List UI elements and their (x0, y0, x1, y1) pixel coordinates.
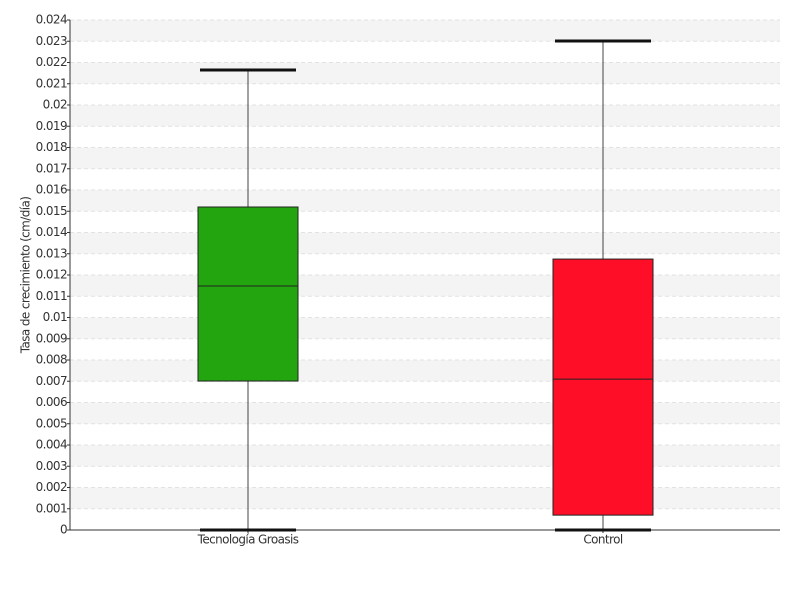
y-tick-label: 0.006 (36, 395, 67, 409)
y-tick-label: 0.017 (36, 161, 67, 175)
y-tick-label: 0.02 (43, 98, 67, 112)
x-tick-label: Control (583, 533, 622, 547)
y-tick-label: 0 (60, 523, 67, 537)
y-tick-label: 0.022 (36, 55, 67, 69)
y-tick-label: 0.004 (36, 438, 67, 452)
y-axis-label: Tasa de crecimiento (cm/día) (19, 197, 33, 355)
y-tick-label: 0.005 (36, 416, 67, 430)
y-tick-label: 0.007 (36, 374, 67, 388)
y-tick-label: 0.021 (36, 76, 67, 90)
grid-band (70, 190, 780, 212)
grid-band (70, 20, 780, 42)
y-tick-label: 0.001 (36, 501, 67, 515)
y-tick-label: 0.016 (36, 183, 67, 197)
grid-band (70, 62, 780, 84)
y-tick-label: 0.013 (36, 246, 67, 260)
y-tick-label: 0.014 (36, 225, 67, 239)
y-tick-label: 0.002 (36, 480, 67, 494)
y-tick-label: 0.019 (36, 119, 67, 133)
x-tick-label: Tecnología Groasis (197, 533, 299, 547)
y-tick-label: 0.023 (36, 34, 67, 48)
grid-band (70, 105, 780, 127)
y-tick-label: 0.003 (36, 459, 67, 473)
y-tick-label: 0.012 (36, 268, 67, 282)
box (552, 258, 654, 516)
y-tick-label: 0.011 (36, 289, 67, 303)
grid-band (70, 317, 780, 339)
grid-band (70, 232, 780, 254)
box (197, 206, 299, 382)
y-tick-label: 0.024 (36, 13, 67, 27)
grid-band (70, 147, 780, 169)
grid-band (70, 275, 780, 297)
y-tick-label: 0.018 (36, 140, 67, 154)
y-tick-label: 0.009 (36, 331, 67, 345)
grid-band (70, 360, 780, 382)
y-tick-label: 0.015 (36, 204, 67, 218)
grid-band (70, 445, 780, 467)
grid-band (70, 402, 780, 424)
y-tick-label: 0.01 (43, 310, 67, 324)
y-tick-label: 0.008 (36, 353, 67, 367)
grid-band (70, 487, 780, 509)
